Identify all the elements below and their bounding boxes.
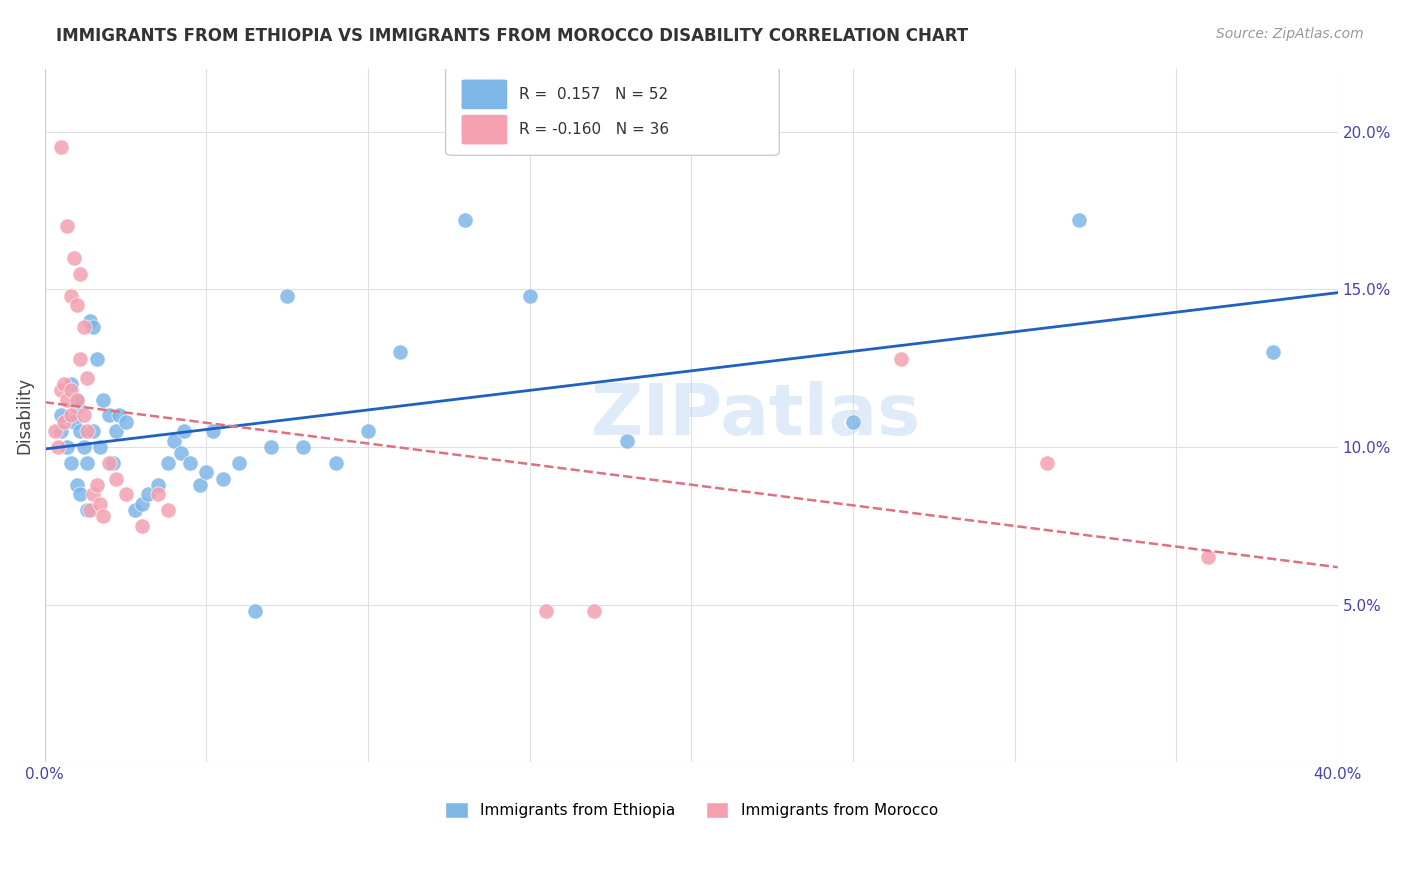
Point xyxy=(842,415,865,429)
Point xyxy=(146,478,169,492)
Point xyxy=(66,392,89,407)
Point xyxy=(66,392,89,407)
Point xyxy=(616,434,638,448)
Point xyxy=(1036,456,1059,470)
Point xyxy=(101,456,124,470)
Point xyxy=(228,456,250,470)
Point xyxy=(146,487,169,501)
FancyBboxPatch shape xyxy=(461,79,508,110)
Point xyxy=(66,399,89,413)
Point xyxy=(49,140,72,154)
Point xyxy=(59,409,82,423)
Point xyxy=(454,213,477,227)
Point xyxy=(86,351,108,366)
Point xyxy=(243,604,266,618)
Point xyxy=(534,604,557,618)
Text: IMMIGRANTS FROM ETHIOPIA VS IMMIGRANTS FROM MOROCCO DISABILITY CORRELATION CHART: IMMIGRANTS FROM ETHIOPIA VS IMMIGRANTS F… xyxy=(56,27,969,45)
Point xyxy=(79,503,101,517)
Point xyxy=(104,424,127,438)
Point xyxy=(59,288,82,302)
FancyBboxPatch shape xyxy=(461,114,508,145)
Point xyxy=(53,415,76,429)
Point xyxy=(136,487,159,501)
Point xyxy=(86,478,108,492)
Point xyxy=(89,497,111,511)
Text: Source: ZipAtlas.com: Source: ZipAtlas.com xyxy=(1216,27,1364,41)
Point xyxy=(69,424,91,438)
Point xyxy=(173,424,195,438)
Point xyxy=(519,288,541,302)
Point xyxy=(59,376,82,391)
Point xyxy=(72,409,94,423)
Point xyxy=(91,392,114,407)
Point xyxy=(56,392,79,407)
Point xyxy=(325,456,347,470)
Point xyxy=(104,472,127,486)
Point xyxy=(124,503,146,517)
Point xyxy=(69,487,91,501)
Point xyxy=(63,251,86,265)
Point xyxy=(156,503,179,517)
Point xyxy=(76,370,98,384)
Point xyxy=(76,424,98,438)
Point xyxy=(114,487,136,501)
Point xyxy=(91,509,114,524)
Point xyxy=(49,383,72,397)
Point xyxy=(72,320,94,334)
Point xyxy=(79,314,101,328)
Point xyxy=(49,424,72,438)
Y-axis label: Disability: Disability xyxy=(15,377,32,454)
Point xyxy=(131,497,153,511)
Point xyxy=(44,424,66,438)
Point xyxy=(179,456,201,470)
Point xyxy=(72,440,94,454)
Point xyxy=(66,478,89,492)
Point xyxy=(49,409,72,423)
Point xyxy=(108,409,131,423)
Point xyxy=(276,288,298,302)
FancyBboxPatch shape xyxy=(446,66,779,155)
Point xyxy=(76,456,98,470)
Point xyxy=(89,440,111,454)
Point xyxy=(1261,345,1284,359)
Point xyxy=(292,440,315,454)
Point xyxy=(82,424,104,438)
Point xyxy=(195,465,218,479)
Point xyxy=(76,503,98,517)
Point xyxy=(114,415,136,429)
Point xyxy=(260,440,283,454)
Point xyxy=(69,351,91,366)
Text: R = -0.160   N = 36: R = -0.160 N = 36 xyxy=(519,122,669,137)
Point xyxy=(201,424,224,438)
Point xyxy=(59,383,82,397)
Point xyxy=(98,409,121,423)
Point xyxy=(53,376,76,391)
Point xyxy=(389,345,412,359)
Point xyxy=(69,267,91,281)
Point xyxy=(583,604,606,618)
Point xyxy=(131,519,153,533)
Point xyxy=(890,351,912,366)
Point xyxy=(63,415,86,429)
Point xyxy=(188,478,211,492)
Point xyxy=(211,472,233,486)
Point xyxy=(1069,213,1091,227)
Point xyxy=(169,446,191,460)
Text: R =  0.157   N = 52: R = 0.157 N = 52 xyxy=(519,87,668,102)
Point xyxy=(66,298,89,312)
Point xyxy=(163,434,186,448)
Legend: Immigrants from Ethiopia, Immigrants from Morocco: Immigrants from Ethiopia, Immigrants fro… xyxy=(439,796,943,824)
Point xyxy=(56,219,79,234)
Point xyxy=(56,440,79,454)
Point xyxy=(357,424,380,438)
Text: ZIPatlas: ZIPatlas xyxy=(591,381,921,450)
Point xyxy=(156,456,179,470)
Point xyxy=(82,487,104,501)
Point xyxy=(46,440,69,454)
Point xyxy=(82,320,104,334)
Point xyxy=(59,456,82,470)
Point xyxy=(98,456,121,470)
Point xyxy=(1198,550,1220,565)
